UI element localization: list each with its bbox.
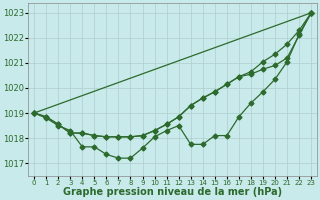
X-axis label: Graphe pression niveau de la mer (hPa): Graphe pression niveau de la mer (hPa)	[63, 187, 282, 197]
